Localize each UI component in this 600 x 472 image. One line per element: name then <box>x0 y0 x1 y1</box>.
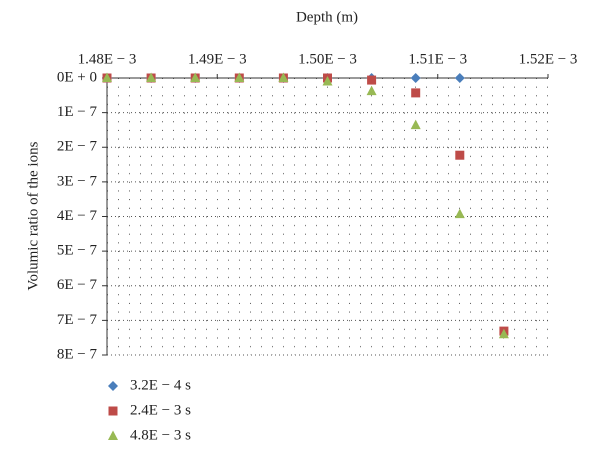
x-tick-label: 1.48E − 3 <box>78 51 137 67</box>
point <box>366 85 377 96</box>
y-tick-label: 7E − 7 <box>57 312 98 328</box>
y-tick-label: 8E − 7 <box>57 346 98 362</box>
point <box>410 73 421 83</box>
point <box>278 72 289 82</box>
y-tick-label: 0E + 0 <box>57 69 97 85</box>
legend-marker <box>108 406 118 416</box>
x-tick-label: 1.50E − 3 <box>298 51 357 67</box>
x-tick-label: 1.49E − 3 <box>188 51 247 67</box>
point <box>498 328 509 339</box>
y-tick-label: 3E − 7 <box>57 173 98 189</box>
point <box>411 88 421 98</box>
point <box>322 75 333 86</box>
point <box>367 75 377 85</box>
legend-label: 4.8E − 3 s <box>130 427 191 443</box>
y-tick-label: 5E − 7 <box>57 243 98 259</box>
y-tick-label: 4E − 7 <box>57 208 98 224</box>
y-tick-label: 1E − 7 <box>57 104 98 120</box>
legend-label: 2.4E − 3 s <box>130 402 191 418</box>
y-axis-title: Volumic ratio of the ions <box>25 141 41 290</box>
point <box>455 150 465 160</box>
legend-label: 3.2E − 4 s <box>130 377 191 393</box>
point <box>190 72 201 82</box>
point <box>410 119 421 130</box>
point <box>146 72 157 82</box>
y-tick-label: 2E − 7 <box>57 139 98 155</box>
point <box>454 208 465 219</box>
x-axis-title: Depth (m) <box>296 9 358 25</box>
x-tick-label: 1.52E − 3 <box>519 51 578 67</box>
point <box>234 72 245 82</box>
y-tick-label: 6E − 7 <box>57 277 98 293</box>
legend-marker <box>108 430 118 440</box>
x-tick-label: 1.51E − 3 <box>408 51 467 67</box>
point <box>454 73 465 83</box>
legend-marker <box>108 381 118 391</box>
point <box>102 72 112 82</box>
